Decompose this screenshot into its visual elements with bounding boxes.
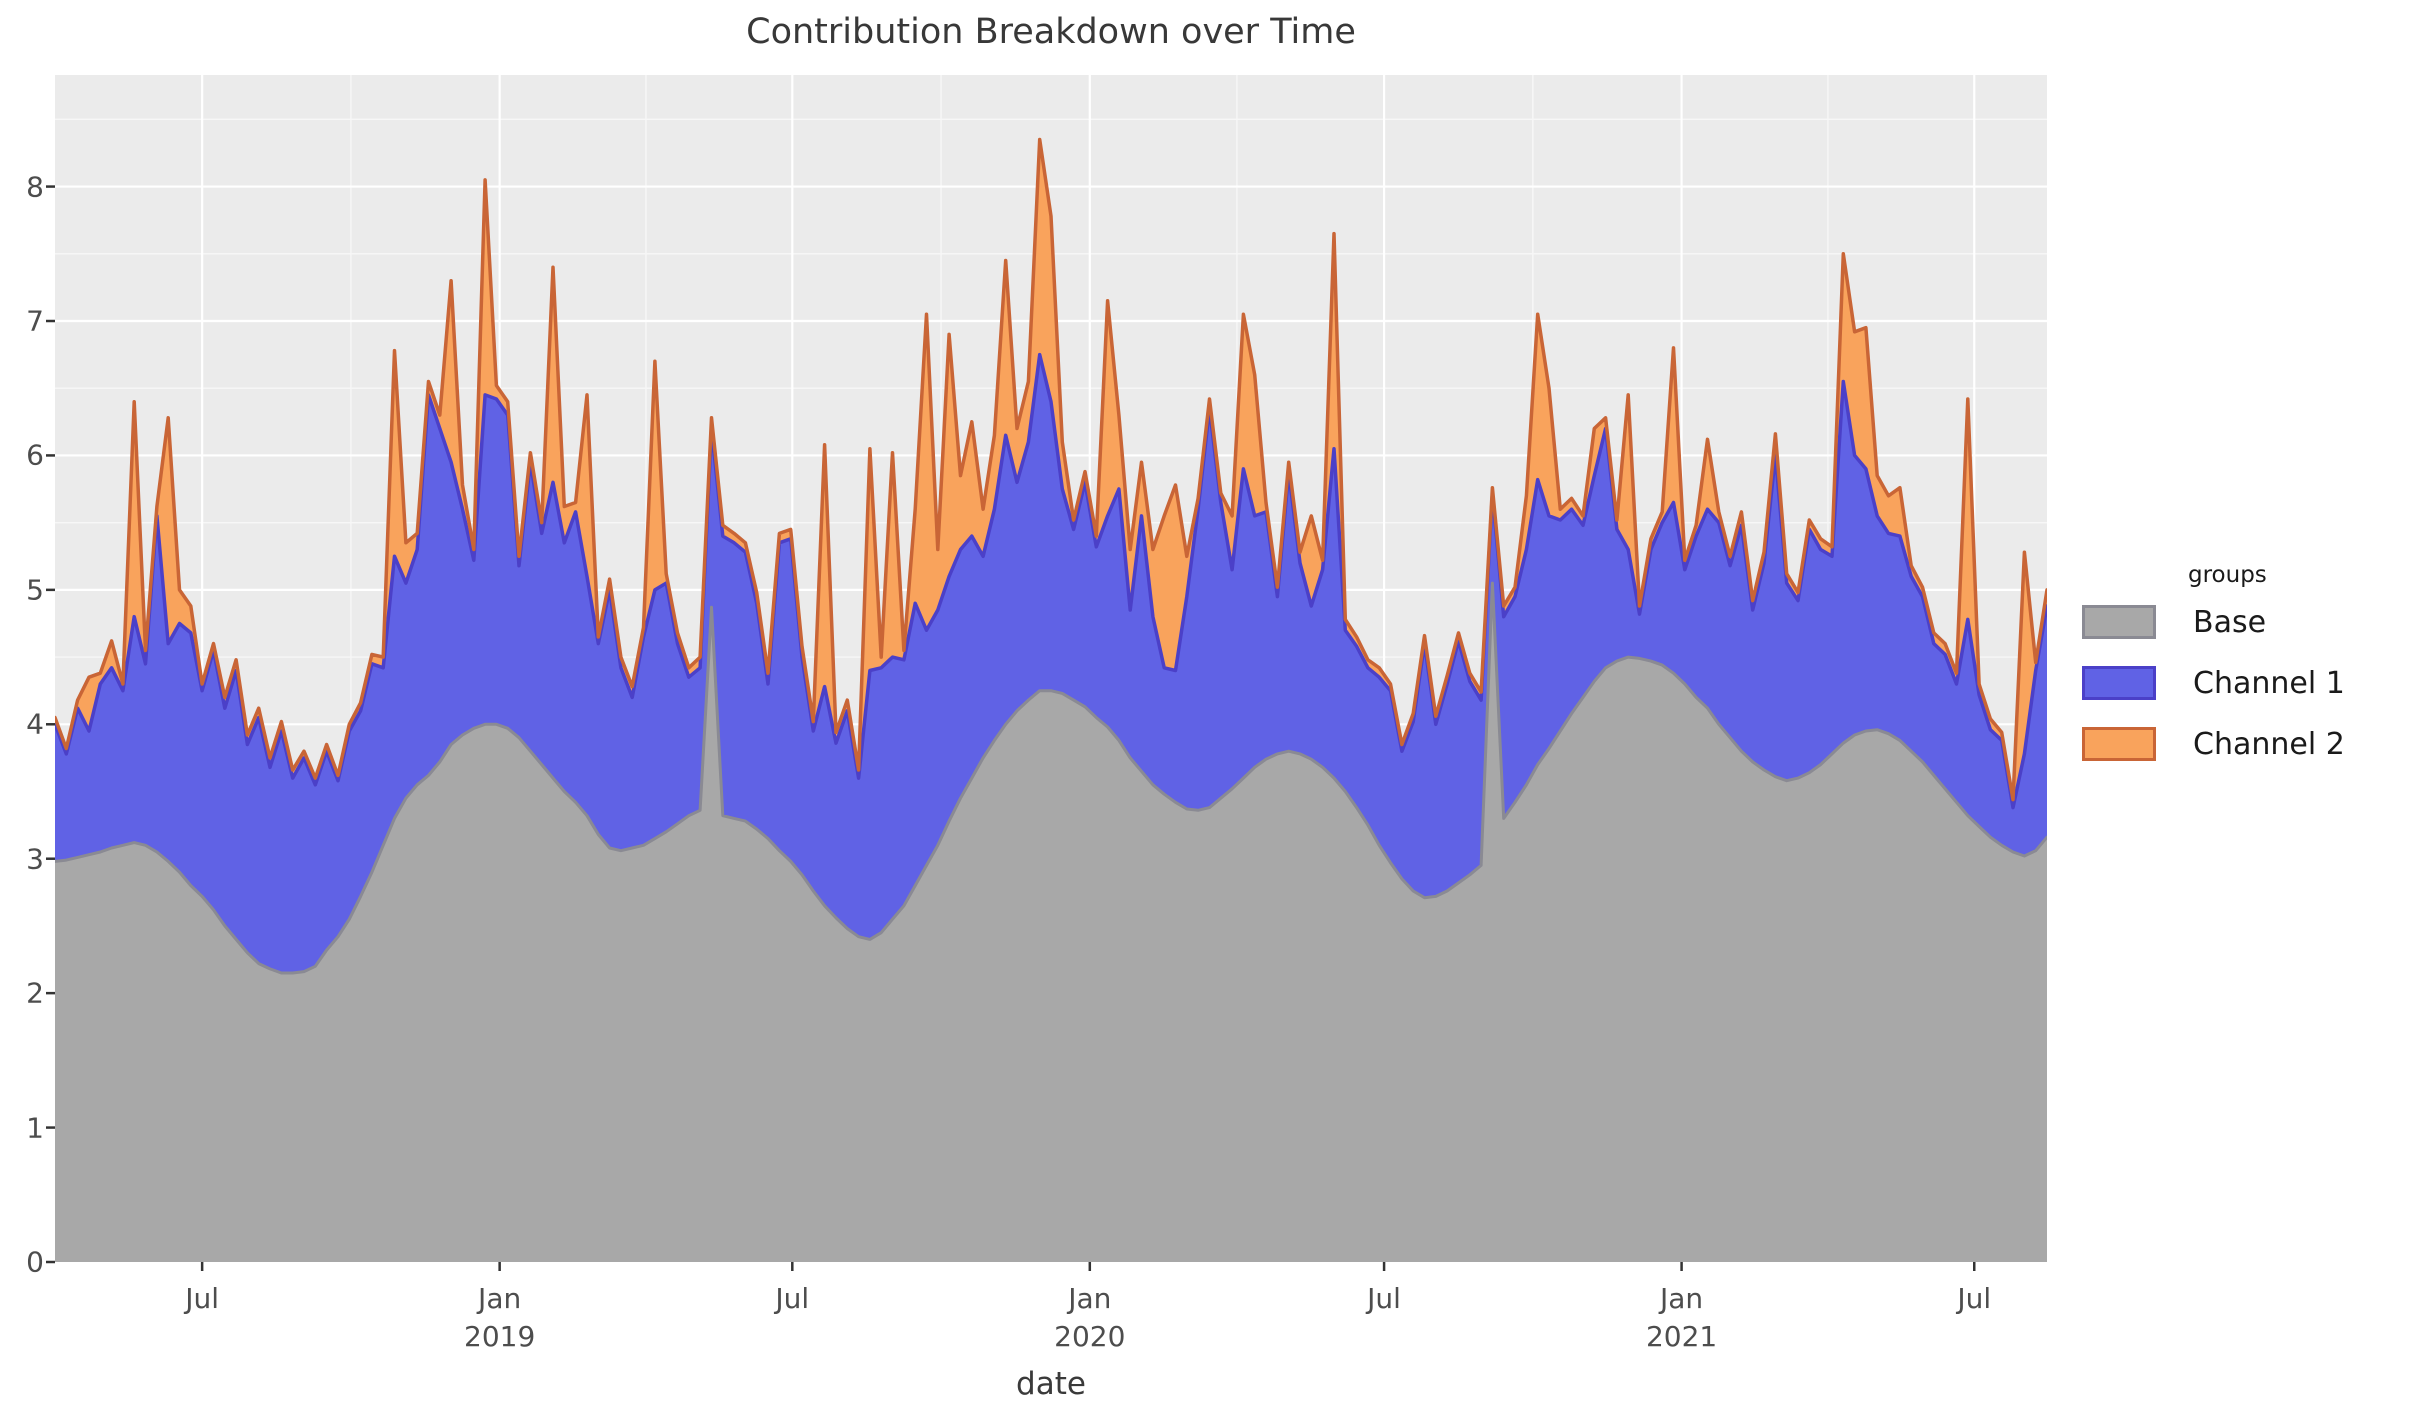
y-tick-label: 3 [26,842,44,876]
axis-tick-marks [46,185,1976,1271]
legend-label-channel1: Channel 1 [2193,665,2345,701]
legend-item-channel1: Channel 1 [2082,665,2345,701]
x-tick-label: Jul [775,1282,810,1315]
x-tick-label: Jul [1957,1282,1992,1315]
x-tick-label: Jul [1367,1282,1401,1315]
legend-label-channel2: Channel 2 [2193,726,2345,762]
y-tick-label: 2 [26,976,44,1010]
y-tick-label: 5 [26,573,44,607]
line-base [55,581,2047,975]
legend-title: groups [2188,562,2267,588]
y-tick-label: 1 [26,1111,44,1145]
base-swatch-icon [2082,605,2156,639]
y-tick-label: 8 [26,170,44,204]
area-channel1 [55,354,2047,974]
y-tick-label: 4 [26,707,44,741]
x-tick-label: Jan 2020 [1054,1282,1126,1353]
y-tick-label: 0 [26,1245,44,1279]
chart-title: Contribution Breakdown over Time [746,12,1356,52]
stacked-areas [55,137,2047,1262]
legend: groups Base Channel 1 Channel 2 [2082,562,2345,787]
y-tick-label: 7 [26,304,44,338]
line-channel1 [55,352,2047,810]
y-tick-label: 6 [26,438,44,472]
x-tick-label: Jan 2019 [464,1282,536,1353]
legend-item-channel2: Channel 2 [2082,726,2345,762]
legend-item-base: Base [2082,604,2345,640]
x-tick-label: Jan 2021 [1645,1282,1718,1353]
x-tick-label: Jul [185,1282,220,1315]
legend-label-base: Base [2193,604,2267,640]
x-axis-title: date [1016,1366,1086,1402]
channel2-swatch-icon [2082,727,2156,761]
channel1-swatch-icon [2082,666,2156,700]
area-base [55,583,2047,1262]
line-channel2 [55,137,2047,802]
